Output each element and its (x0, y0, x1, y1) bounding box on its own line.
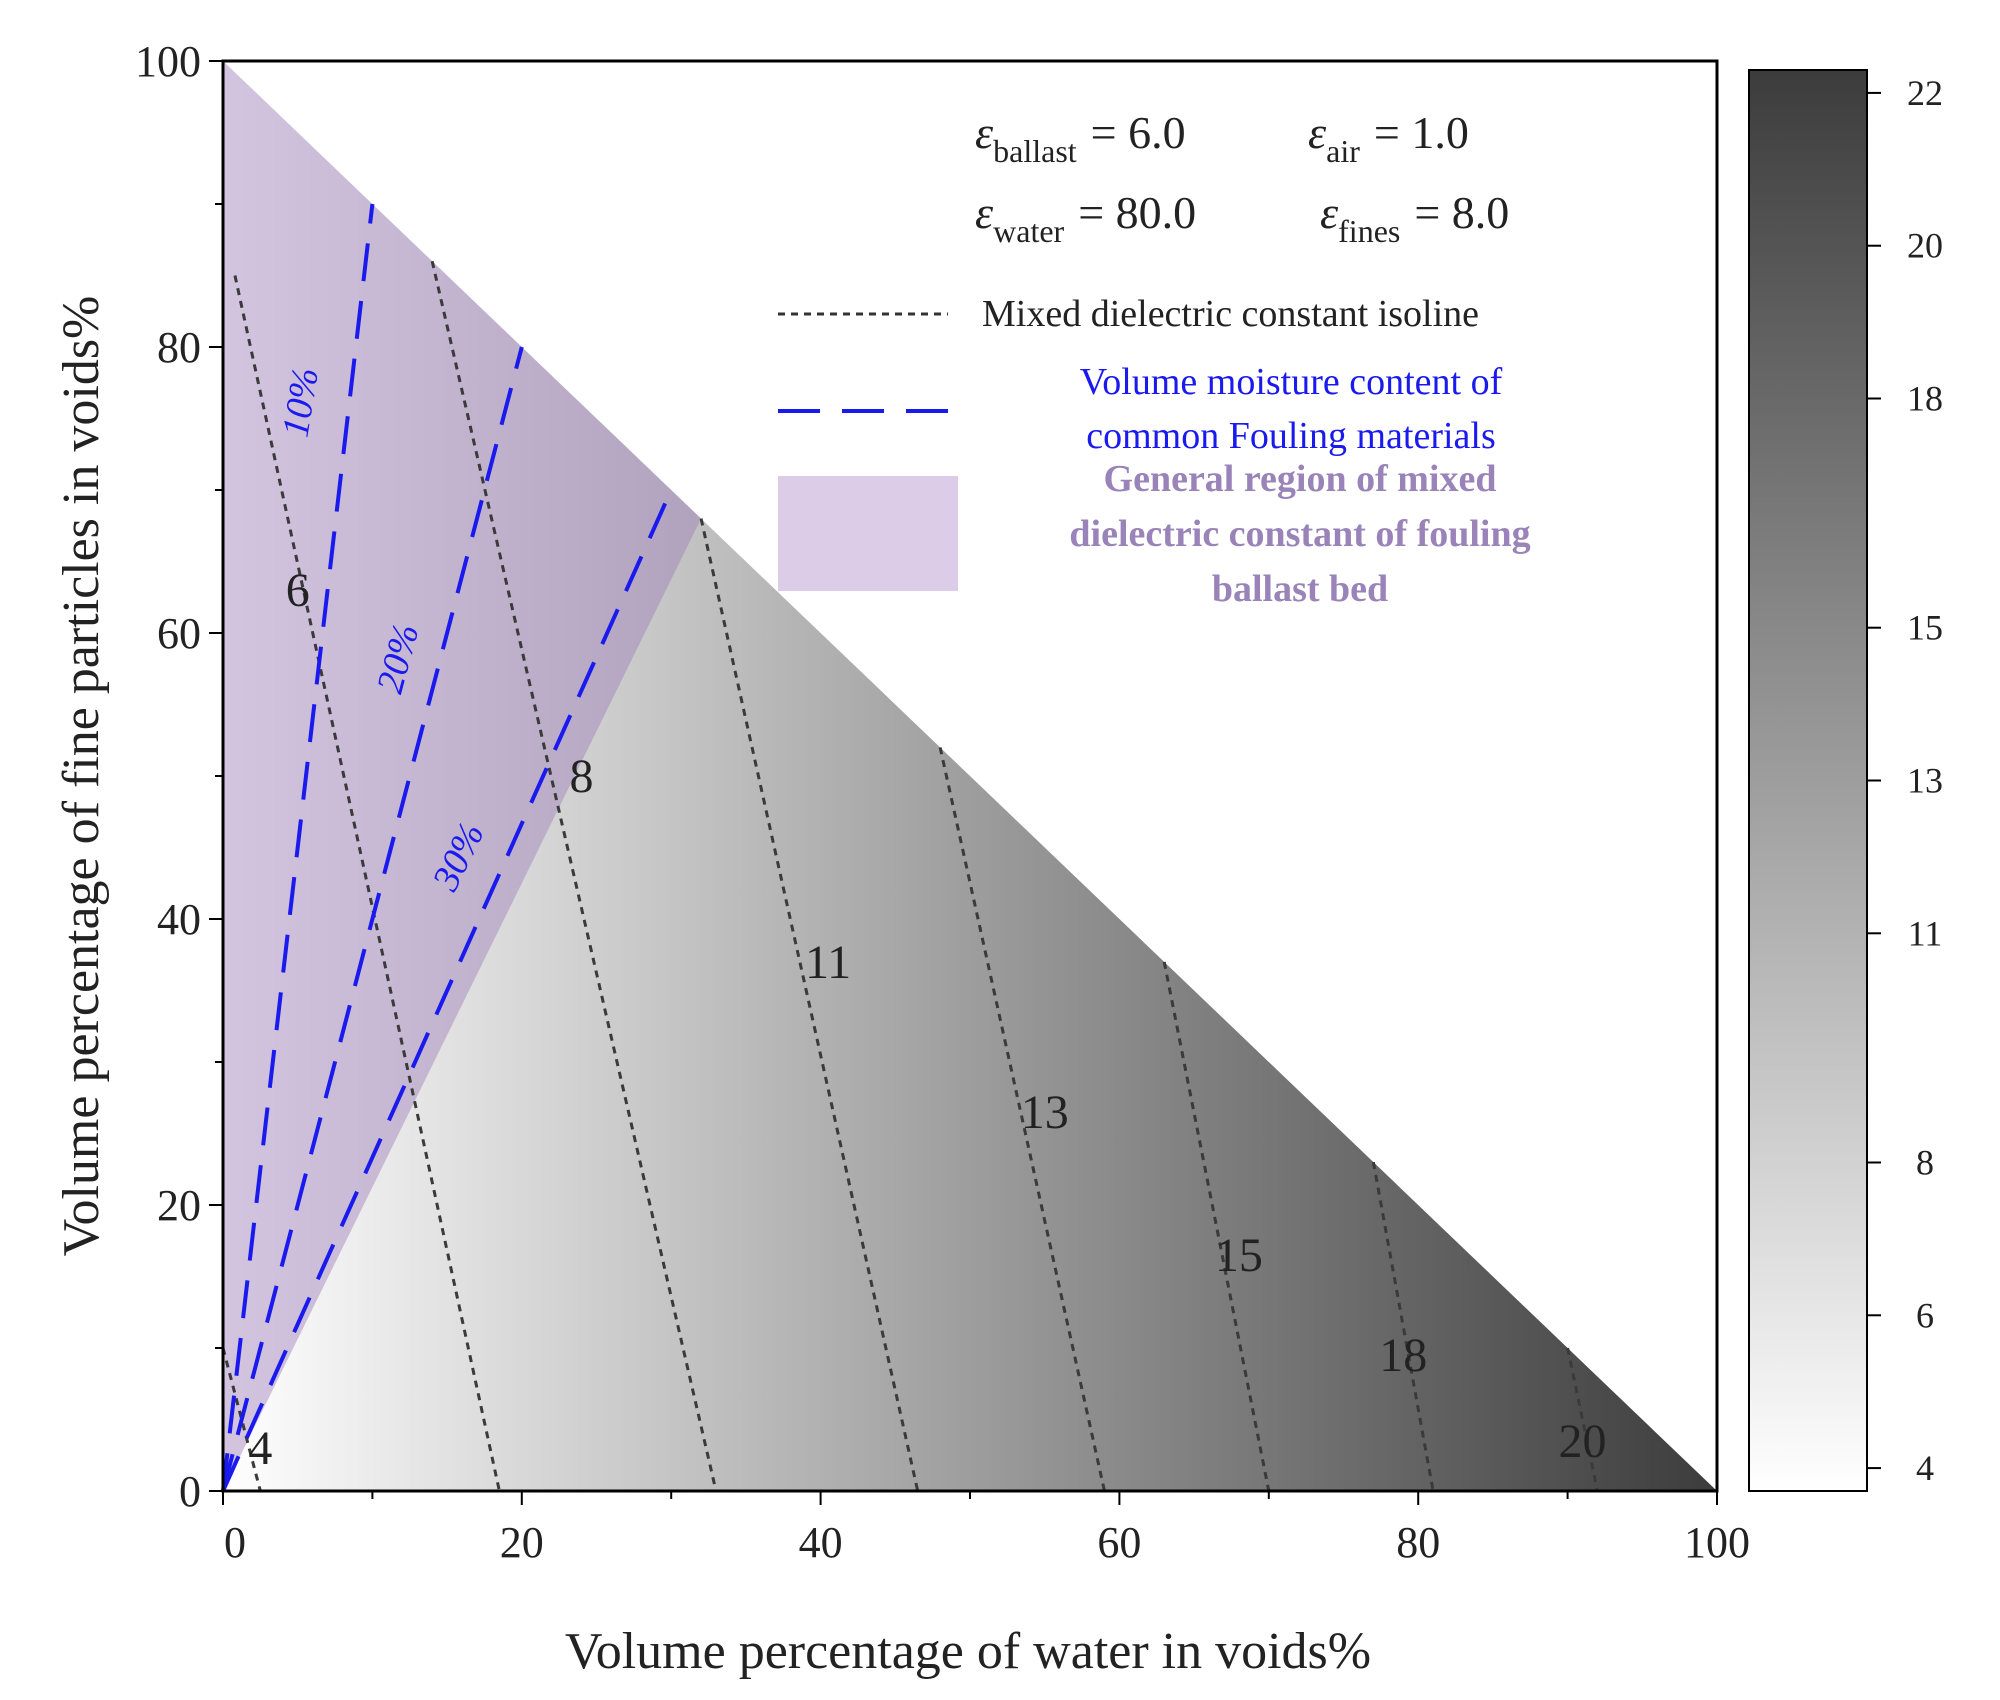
legend-region-swatch (778, 476, 958, 591)
isoline-label-18: 18 (1379, 1329, 1427, 1382)
y-tick-label: 0 (179, 1467, 201, 1516)
colorbar-tick-label: 11 (1908, 913, 1943, 953)
isolines (221, 260, 1599, 1492)
moisture-line-3 (221, 489, 674, 1492)
param-fines-symbol: ε (1320, 187, 1339, 238)
param-fines-sub: fines (1338, 213, 1400, 249)
moisture-lines (221, 203, 674, 1492)
legend-region-label-3: ballast bed (1212, 568, 1388, 610)
param-ballast-symbol: ε (975, 107, 994, 158)
x-tick-label: 20 (500, 1518, 544, 1567)
x-tick-label: 80 (1396, 1518, 1440, 1567)
contour-surface (223, 61, 1717, 1491)
param-air-symbol: ε (1308, 107, 1327, 158)
param-air: εair = 1.0 (1308, 107, 1469, 169)
isoline-label-11: 11 (805, 936, 851, 989)
param-fines-value: = 8.0 (1414, 187, 1509, 238)
colorbar-tick-label: 18 (1907, 379, 1943, 419)
colorbar: 4 6 8 11 13 15 18 20 22 (1748, 69, 1943, 1492)
isoline-8 (430, 260, 718, 1492)
isoline-4 (221, 1347, 262, 1492)
colorbar-tick-label: 6 (1916, 1295, 1934, 1335)
moisture-line-1 (221, 203, 375, 1492)
param-water: εwater = 80.0 (975, 187, 1196, 249)
isoline-label-4: 4 (248, 1422, 272, 1475)
colorbar-tick-label: 8 (1916, 1142, 1934, 1182)
x-axis-title: Volume percentage of water in voids% (565, 1623, 1371, 1680)
isoline-13 (938, 747, 1106, 1492)
legend-isoline-label: Mixed dielectric constant isoline (982, 293, 1479, 335)
isoline-label-6: 6 (286, 564, 310, 617)
isoline-label-15: 15 (1215, 1229, 1263, 1282)
moisture-line-2 (221, 346, 524, 1492)
colorbar-tick-label: 15 (1907, 608, 1943, 648)
colorbar-tick-label: 4 (1916, 1448, 1934, 1488)
param-water-symbol: ε (975, 187, 994, 238)
isoline-labels: 4 6 8 11 13 15 18 20 (248, 564, 1606, 1475)
legend-moisture-label-2: common Fouling materials (1086, 415, 1496, 457)
x-axis: 0 20 40 60 80 100 (222, 1491, 1750, 1567)
y-tick-label: 80 (157, 323, 201, 372)
x-tick-label: 40 (799, 1518, 843, 1567)
colorbar-ticks: 4 6 8 11 13 15 18 20 22 (1867, 73, 1943, 1488)
x-tick-label: 100 (1684, 1518, 1750, 1567)
isoline-label-13: 13 (1021, 1086, 1069, 1139)
isoline-20 (1566, 1347, 1599, 1492)
colorbar-tick-label: 20 (1907, 226, 1943, 266)
param-air-value: = 1.0 (1374, 107, 1469, 158)
param-ballast-sub: ballast (993, 133, 1077, 169)
colorbar-tick-label: 22 (1907, 73, 1943, 113)
param-ballast-value: = 6.0 (1091, 107, 1186, 158)
legend-region-label-1: General region of mixed (1104, 458, 1497, 500)
y-tick-label: 60 (157, 609, 201, 658)
isoline-11 (699, 518, 920, 1492)
isoline-18 (1371, 1161, 1435, 1492)
param-water-value: = 80.0 (1078, 187, 1196, 238)
colorbar-tick-label: 13 (1907, 761, 1943, 801)
x-tick-label: 0 (224, 1518, 246, 1567)
legend: Mixed dielectric constant isoline Volume… (778, 293, 1531, 610)
param-fines: εfines = 8.0 (1320, 187, 1509, 249)
param-air-sub: air (1326, 133, 1360, 169)
legend-moisture-label-1: Volume moisture content of (1080, 361, 1503, 403)
y-tick-label: 40 (157, 895, 201, 944)
parameter-box: εballast = 6.0 εair = 1.0 εwater = 80.0 εfi… (975, 107, 1509, 249)
colorbar-gradient (1748, 69, 1868, 1492)
y-axis-title: Volume percentage of fine particles in v… (53, 296, 110, 1257)
isoline-label-20: 20 (1559, 1415, 1607, 1468)
x-tick-label: 60 (1097, 1518, 1141, 1567)
y-tick-label: 20 (157, 1181, 201, 1230)
legend-region-label-2: dielectric constant of fouling (1069, 513, 1530, 555)
param-ballast: εballast = 6.0 (975, 107, 1186, 169)
fouling-region (223, 61, 702, 1491)
y-tick-label: 100 (135, 37, 201, 86)
isoline-label-8: 8 (570, 750, 594, 803)
param-water-sub: water (993, 213, 1064, 249)
y-axis: 0 20 40 60 80 100 (135, 37, 223, 1516)
